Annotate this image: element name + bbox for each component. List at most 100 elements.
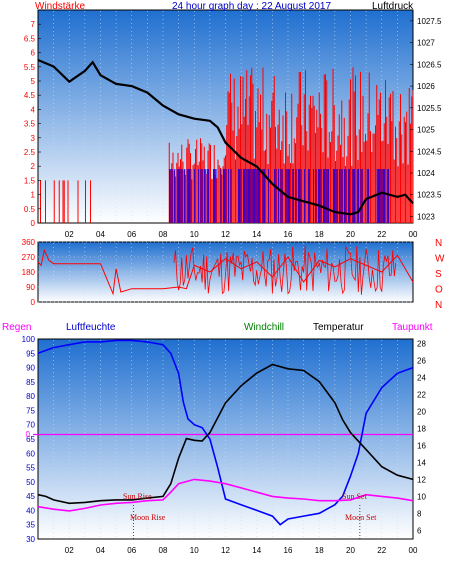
- y-left-tick-label: 7: [31, 20, 36, 29]
- x-tick-label: 08: [159, 230, 168, 239]
- y-left-tick-label: 5: [31, 77, 36, 86]
- right-label: Luftdruck: [372, 1, 414, 12]
- y-right-tick-label: 1024: [417, 169, 435, 178]
- x-tick-label: 14: [252, 546, 261, 555]
- humidity-tick-label: 40: [26, 506, 35, 515]
- humidity-tick-label: 65: [26, 435, 35, 444]
- humidity-tick-label: 60: [26, 449, 35, 458]
- y-left-tick-label: 0.5: [24, 205, 36, 214]
- y-left-tick-label: 3.5: [24, 120, 36, 129]
- y-left-tick-label: 1.5: [24, 176, 36, 185]
- x-tick-label: 04: [96, 230, 105, 239]
- direction-tick-label: 0: [31, 298, 36, 307]
- humidity-tick-label: 30: [26, 535, 35, 544]
- humidity-tick-label: 85: [26, 378, 35, 387]
- temperature-tick-label: 24: [417, 373, 426, 382]
- humidity-tick-label: 100: [22, 335, 36, 344]
- sunset-label: Sun Set: [342, 492, 367, 501]
- humidity-tick-label: 45: [26, 492, 35, 501]
- compass-label: S: [435, 269, 442, 280]
- compass-label: W: [435, 254, 445, 265]
- y-right-tick-label: 1025.5: [417, 104, 442, 113]
- humidity-tick-label: 50: [26, 478, 35, 487]
- direction-tick-label: 180: [22, 268, 36, 277]
- moonrise-label: Moon Rise: [130, 513, 166, 522]
- temperature-tick-label: 10: [417, 492, 426, 501]
- legend-windchill: Windchill: [244, 322, 284, 333]
- y-left-tick-label: 1: [31, 191, 36, 200]
- humidity-tick-label: 90: [26, 364, 35, 373]
- y-left-tick-label: 6: [31, 49, 36, 58]
- y-left-tick-label: 5.5: [24, 63, 36, 72]
- x-tick-label: 08: [159, 546, 168, 555]
- legend-rain: Regen: [2, 322, 31, 333]
- temperature-tick-label: 16: [417, 441, 426, 450]
- temperature-tick-label: 18: [417, 424, 426, 433]
- sunrise-label: Sun Rise: [123, 492, 152, 501]
- y-left-tick-label: 0: [31, 219, 36, 228]
- legend-dewpoint: Taupunkt: [392, 322, 433, 333]
- y-left-tick-label: 6.5: [24, 34, 36, 43]
- x-tick-label: 22: [377, 230, 386, 239]
- x-tick-label: 06: [127, 230, 136, 239]
- humidity-tick-label: 75: [26, 406, 35, 415]
- y-left-tick-label: 2: [31, 162, 36, 171]
- x-tick-label: 18: [315, 546, 324, 555]
- temperature-tick-label: 26: [417, 356, 426, 365]
- temperature-tick-label: 22: [417, 390, 426, 399]
- x-tick-label: 02: [65, 546, 74, 555]
- y-right-tick-label: 1025: [417, 126, 435, 135]
- x-tick-label: 02: [65, 230, 74, 239]
- x-tick-label: 18: [315, 230, 324, 239]
- humidity-tick-label: 80: [26, 392, 35, 401]
- y-left-tick-label: 4: [31, 105, 36, 114]
- y-right-tick-label: 1024.5: [417, 147, 442, 156]
- left-label: Windstärke: [35, 1, 85, 12]
- y-right-tick-label: 1026.5: [417, 60, 442, 69]
- temperature-tick-label: 28: [417, 339, 426, 348]
- y-right-tick-label: 1023.5: [417, 191, 442, 200]
- direction-tick-label: 90: [26, 283, 35, 292]
- humidity-tick-label: 95: [26, 349, 35, 358]
- humidity-tick-label: 70: [26, 421, 35, 430]
- y-right-tick-label: 1027.5: [417, 17, 442, 26]
- y-right-tick-label: 1026: [417, 82, 435, 91]
- series-lines: [33, 58, 414, 526]
- temperature-tick-label: 8: [417, 509, 422, 518]
- x-tick-label: 10: [190, 546, 199, 555]
- humidity-tick-label: 35: [26, 521, 35, 530]
- wind-direction-line: [37, 248, 414, 296]
- temperature-tick-label: 12: [417, 475, 426, 484]
- y-right-tick-label: 1023: [417, 212, 435, 221]
- x-tick-label: 12: [221, 546, 230, 555]
- y-right-tick-label: 1027: [417, 39, 435, 48]
- chart-title: 24 hour graph day : 22 August 2017: [172, 1, 331, 12]
- pressure-line: [37, 58, 414, 216]
- wind-direction-jitter: [173, 245, 397, 295]
- compass-label: N: [435, 238, 442, 249]
- x-tick-label: 16: [284, 230, 293, 239]
- x-tick-label: 22: [377, 546, 386, 555]
- compass-label: N: [435, 300, 442, 311]
- y-left-tick-label: 2.5: [24, 148, 36, 157]
- x-tick-label: 10: [190, 230, 199, 239]
- compass-label: O: [435, 285, 443, 296]
- x-tick-label: 00: [409, 230, 418, 239]
- direction-tick-label: 270: [22, 253, 36, 262]
- x-tick-label: 00: [409, 546, 418, 555]
- x-tick-label: 06: [127, 546, 136, 555]
- x-tick-label: 12: [221, 230, 230, 239]
- x-tick-label: 14: [252, 230, 261, 239]
- temperature-tick-label: 14: [417, 458, 426, 467]
- luftfeuchte-line: [37, 339, 414, 526]
- x-tick-label: 04: [96, 546, 105, 555]
- y-left-tick-label: 4.5: [24, 91, 36, 100]
- y-left-tick-label: 3: [31, 134, 36, 143]
- x-tick-label: 20: [346, 230, 355, 239]
- x-tick-label: 16: [284, 546, 293, 555]
- legend-humidity: Luftfeuchte: [66, 322, 116, 333]
- humidity-tick-label: 55: [26, 464, 35, 473]
- legend-temperature: Temperatur: [313, 322, 364, 333]
